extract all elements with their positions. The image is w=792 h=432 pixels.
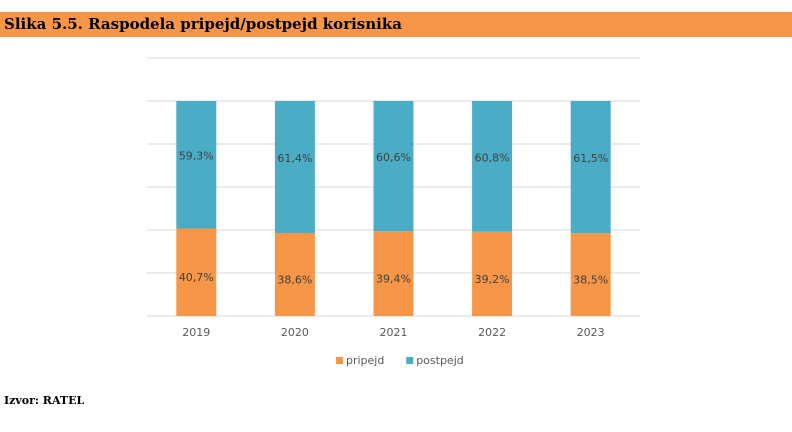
data-label-postpejd-2021: 60,6% — [376, 151, 411, 164]
legend-swatch-pripejd — [336, 357, 343, 364]
bar-postpejd-2019 — [176, 101, 217, 229]
data-labels: 40,7% 59,3% 38,6% 61,4% 39,4% 60,6% 39,2% 60,8%… — [179, 150, 608, 287]
legend-label-pripejd: pripejd — [346, 354, 384, 367]
figure-title: Slika 5.5. Raspodela pripejd/postpejd ko… — [0, 12, 792, 37]
legend: pripejd postpejd — [336, 354, 464, 367]
legend-label-postpejd: postpejd — [416, 354, 464, 367]
bar-pripejd-2023 — [570, 233, 611, 316]
bar-postpejd-2022 — [472, 101, 513, 232]
data-label-postpejd-2022: 60,8% — [475, 151, 510, 164]
source-note: Izvor: RATEL — [4, 394, 85, 407]
data-label-postpejd-2023: 61,5% — [573, 152, 608, 165]
bars — [176, 101, 611, 316]
x-tick-label-2021: 2021 — [380, 326, 408, 339]
bar-pripejd-2019 — [176, 228, 217, 316]
bar-postpejd-2020 — [274, 101, 315, 234]
data-label-pripejd-2020: 38,6% — [277, 274, 312, 287]
x-tick-label-2022: 2022 — [478, 326, 506, 339]
bar-pripejd-2020 — [274, 233, 315, 316]
data-label-postpejd-2020: 61,4% — [277, 152, 312, 165]
bar-pripejd-2021 — [373, 231, 414, 316]
data-label-pripejd-2022: 39,2% — [475, 273, 510, 286]
legend-swatch-postpejd — [406, 357, 414, 364]
data-label-pripejd-2021: 39,4% — [376, 273, 411, 286]
data-label-pripejd-2019: 40,7% — [179, 271, 214, 284]
bar-postpejd-2021 — [373, 101, 414, 232]
x-tick-labels: 2019 2020 2021 2022 2023 — [182, 326, 604, 339]
x-tick-label-2019: 2019 — [182, 326, 210, 339]
bar-postpejd-2023 — [570, 101, 611, 234]
bar-pripejd-2022 — [472, 231, 513, 316]
data-label-postpejd-2019: 59,3% — [179, 150, 214, 163]
x-tick-label-2020: 2020 — [281, 326, 309, 339]
data-label-pripejd-2023: 38,5% — [573, 274, 608, 287]
x-tick-label-2023: 2023 — [577, 326, 605, 339]
